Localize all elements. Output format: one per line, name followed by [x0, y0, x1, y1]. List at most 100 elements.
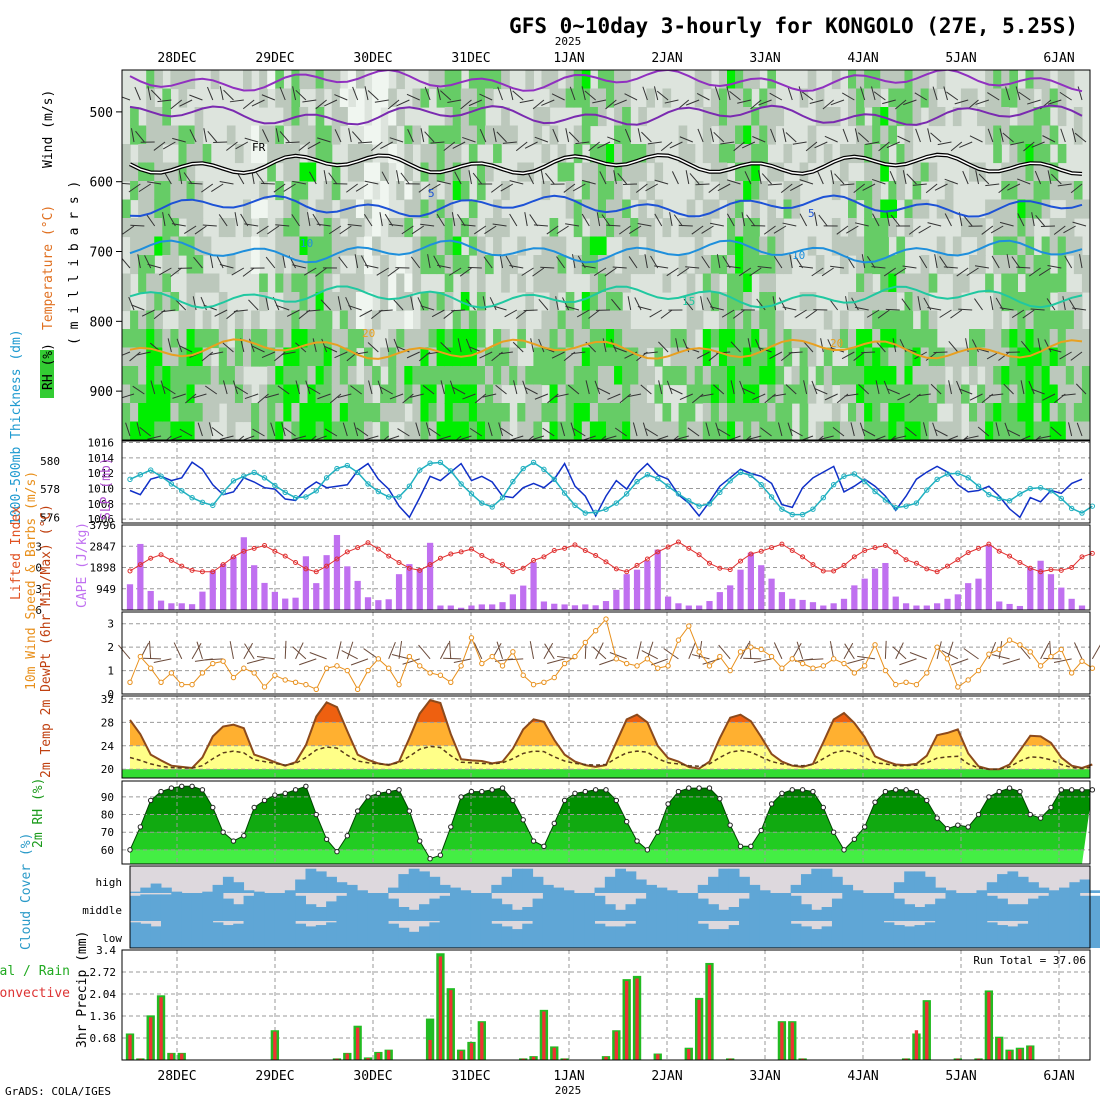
rh-cell [654, 162, 664, 182]
li-point [344, 549, 350, 555]
rh-cell [920, 384, 930, 404]
rh-cell [614, 181, 623, 201]
wind-barb [420, 128, 425, 143]
rh-cell [969, 329, 978, 349]
wind-barb [794, 309, 807, 318]
rh-cell [759, 144, 768, 164]
rh-cell [767, 329, 776, 349]
wind-barb [962, 214, 973, 227]
rh-cell [291, 255, 301, 275]
rh-cell [347, 162, 357, 182]
wind-speed-point [1017, 642, 1023, 648]
top-day-label: 30DEC [353, 51, 392, 66]
isotherm-line [129, 338, 1083, 360]
wind-barb [987, 92, 1000, 101]
precip-conv-bar [1007, 1050, 1012, 1060]
wind-speed-point [1048, 653, 1054, 660]
rh-cell [839, 255, 849, 275]
cloud-middle-cell [501, 904, 513, 921]
cloud-middle-cell [1048, 893, 1060, 921]
rh-cell [751, 329, 760, 349]
rh-cell [267, 421, 276, 440]
rh-cell [993, 384, 1002, 404]
wind-barb [641, 131, 652, 143]
wind-barb [175, 299, 187, 311]
wind-barb [469, 427, 483, 437]
cloud-low-cell [212, 922, 224, 948]
rh-cell [856, 421, 865, 440]
cloud-low-cell [831, 921, 843, 948]
rh-cell [146, 347, 155, 367]
rh-cell [283, 88, 292, 108]
wind-barb [323, 170, 328, 185]
wind-speed-line [129, 617, 1093, 691]
cloud-middle-cell [274, 893, 286, 921]
wind-barb [222, 342, 234, 353]
wind-barb [573, 428, 586, 437]
rh-cell [702, 218, 712, 238]
cape-bar [261, 582, 268, 610]
li-point [1038, 569, 1044, 575]
rh-cell [194, 273, 204, 293]
cape-bar [137, 543, 144, 610]
rh-cell [347, 384, 357, 404]
wind-barb [886, 141, 900, 149]
wind-barb [292, 86, 297, 101]
rh-cell [275, 125, 284, 145]
cloud-high-cell [160, 887, 172, 893]
rh-cell [614, 384, 623, 404]
rh-cell [678, 255, 688, 275]
rh-cell [678, 329, 688, 349]
rh-cell [928, 162, 938, 182]
wind-barb [171, 223, 186, 227]
rh-cell [194, 329, 204, 349]
rh-point [644, 847, 651, 853]
rh-cell [718, 255, 728, 275]
rh-cell [856, 329, 865, 349]
rh-cell [460, 421, 470, 440]
rh-cell [904, 273, 914, 293]
rh-cell [904, 218, 914, 238]
wind-barb [380, 386, 393, 395]
cloud-middle-cell [1007, 904, 1019, 921]
wind-barb [275, 128, 280, 143]
precip-legend-total: Total / Rain [0, 964, 70, 979]
rh-cell [420, 144, 430, 164]
wind-barb [656, 90, 669, 101]
wind-barb [244, 393, 259, 400]
rh-cell [904, 403, 914, 423]
slp-point [292, 495, 299, 501]
wind-barb [696, 92, 710, 101]
wind-barb [995, 422, 1000, 437]
rh-cell [839, 310, 849, 330]
wind-barb [627, 393, 642, 398]
rh-cell [146, 310, 155, 330]
rh-cell [694, 218, 704, 238]
rh-cell [767, 403, 776, 423]
rh-cell [751, 162, 760, 182]
wind-barb [192, 393, 207, 399]
wind-barb [363, 213, 373, 227]
rh-cell [396, 292, 405, 312]
rh-cell [493, 70, 502, 90]
wind-barb [491, 183, 503, 193]
top-day-label: 31DEC [451, 51, 490, 66]
rh-cell [904, 329, 914, 349]
wind-barb [645, 428, 658, 437]
li-point [1058, 567, 1064, 573]
rh-cell [848, 218, 857, 238]
li-point [417, 567, 423, 573]
rh-cell [727, 273, 736, 293]
rh-cell [783, 403, 793, 423]
wind-barb [285, 141, 300, 144]
wind-barb [371, 309, 383, 320]
rh-cell [130, 107, 139, 127]
cloud-middle-cell [945, 893, 957, 921]
wind-barb [283, 427, 296, 437]
rh-cell [299, 384, 309, 404]
cloud-low-cell [274, 921, 286, 948]
rh-cell [589, 292, 599, 312]
rh-cell [944, 199, 954, 219]
wind-barb [337, 393, 352, 399]
